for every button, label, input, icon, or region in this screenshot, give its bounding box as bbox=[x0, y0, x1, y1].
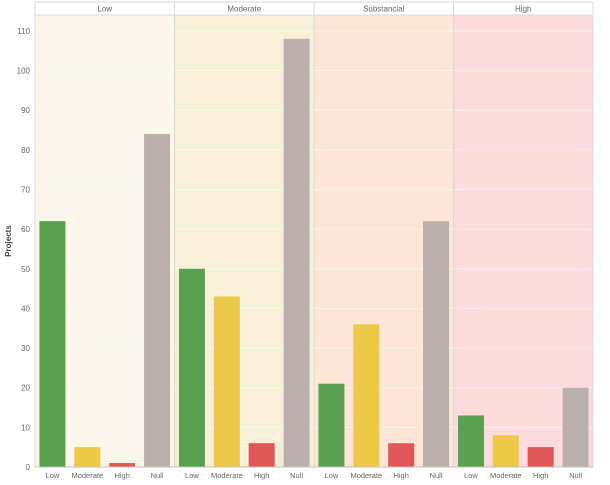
x-tick-label: Moderate bbox=[490, 471, 522, 480]
bar-1-moderate bbox=[74, 447, 101, 467]
x-tick-label: Low bbox=[46, 471, 60, 480]
x-tick-label: Moderate bbox=[350, 471, 382, 480]
x-tick-label: Null bbox=[151, 471, 164, 480]
bar-4-high bbox=[527, 447, 554, 467]
bar-2-null bbox=[283, 38, 310, 467]
x-tick-label: Low bbox=[185, 471, 199, 480]
bar-3-moderate bbox=[353, 324, 380, 467]
y-tick-label: 90 bbox=[21, 106, 30, 115]
bar-2-low bbox=[178, 268, 205, 467]
bar-4-low bbox=[457, 415, 484, 467]
x-tick-label: Null bbox=[569, 471, 582, 480]
y-tick-label: 40 bbox=[21, 304, 30, 313]
bar-1-null bbox=[144, 133, 171, 467]
y-tick-label: 80 bbox=[21, 146, 30, 155]
y-tick-label: 20 bbox=[21, 384, 30, 393]
x-tick-label: Null bbox=[290, 471, 303, 480]
bar-2-moderate bbox=[213, 296, 240, 467]
y-tick-label: 100 bbox=[17, 67, 31, 76]
panel-label-3: Substancial bbox=[363, 5, 405, 14]
y-tick-label: 50 bbox=[21, 265, 30, 274]
y-tick-label: 70 bbox=[21, 185, 30, 194]
y-axis-title: Projects bbox=[4, 225, 13, 257]
x-tick-label: High bbox=[393, 471, 408, 480]
bar-1-low bbox=[39, 221, 66, 467]
bar-1-high bbox=[109, 463, 136, 467]
panel-label-4: High bbox=[515, 5, 531, 14]
y-tick-label: 10 bbox=[21, 423, 30, 432]
bar-3-high bbox=[388, 443, 415, 467]
y-tick-label: 60 bbox=[21, 225, 30, 234]
bar-2-high bbox=[248, 443, 275, 467]
x-tick-label: Low bbox=[325, 471, 339, 480]
y-tick-label: 30 bbox=[21, 344, 30, 353]
x-tick-label: Null bbox=[430, 471, 443, 480]
x-tick-label: High bbox=[254, 471, 269, 480]
bar-4-null bbox=[562, 387, 589, 467]
x-tick-label: Moderate bbox=[211, 471, 243, 480]
panel-label-2: Moderate bbox=[227, 5, 261, 14]
y-tick-label: 110 bbox=[17, 27, 30, 36]
panel-label-1: Low bbox=[97, 5, 112, 14]
x-tick-label: High bbox=[533, 471, 548, 480]
y-tick-label: 0 bbox=[26, 463, 31, 472]
bar-4-moderate bbox=[492, 435, 519, 467]
x-tick-label: Low bbox=[464, 471, 478, 480]
x-tick-label: Moderate bbox=[71, 471, 103, 480]
x-tick-label: High bbox=[114, 471, 129, 480]
bar-3-low bbox=[318, 383, 345, 467]
bar-3-null bbox=[423, 221, 450, 467]
